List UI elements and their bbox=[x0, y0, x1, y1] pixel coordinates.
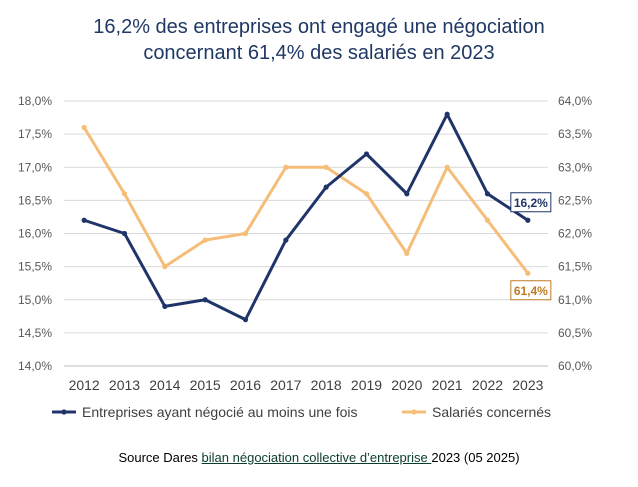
data-point bbox=[444, 164, 450, 170]
y-left-tick-label: 16,0% bbox=[18, 227, 52, 241]
chart-title: 16,2% des entreprises ont engagé une nég… bbox=[0, 14, 638, 66]
data-point bbox=[81, 124, 87, 131]
data-point bbox=[404, 191, 410, 197]
data-label: 16,2% bbox=[514, 196, 548, 210]
data-point bbox=[323, 184, 329, 190]
x-tick-label: 2018 bbox=[311, 377, 342, 393]
data-point bbox=[444, 111, 450, 117]
data-point bbox=[363, 151, 370, 157]
data-point bbox=[283, 164, 289, 170]
y-right-tick-label: 61,5% bbox=[558, 260, 592, 274]
x-tick-label: 2015 bbox=[190, 377, 221, 393]
y-left-tick-label: 15,5% bbox=[18, 260, 52, 274]
y-right-tick-label: 61,0% bbox=[558, 293, 592, 307]
x-tick-label: 2020 bbox=[391, 377, 422, 393]
y-right-tick-label: 63,0% bbox=[558, 160, 592, 174]
x-tick-label: 2019 bbox=[351, 377, 382, 393]
y-left-tick-label: 17,5% bbox=[18, 127, 52, 141]
x-tick-label: 2022 bbox=[472, 377, 503, 393]
chart-title-line-1: 16,2% des entreprises ont engagé une nég… bbox=[93, 16, 545, 38]
y-left-tick-label: 14,0% bbox=[18, 359, 52, 373]
y-left-tick-label: 17,0% bbox=[18, 160, 52, 174]
data-label: 61,4% bbox=[514, 284, 548, 298]
data-point bbox=[121, 230, 128, 237]
chart-title-line-2: concernant 61,4% des salariés en 2023 bbox=[143, 42, 495, 64]
source-note: Source Dares bilan négociation collectiv… bbox=[0, 450, 638, 465]
legend-marker bbox=[61, 409, 67, 415]
source-suffix: 2023 (05 2025) bbox=[431, 450, 520, 465]
y-right-tick-label: 62,5% bbox=[558, 193, 592, 207]
legend-marker bbox=[411, 409, 417, 415]
data-point bbox=[162, 264, 168, 270]
source-prefix: Source Dares bbox=[118, 450, 202, 465]
line-chart: 18,0% 64,0% 17,5% 63,5% 17,0% 63,0% 16,5% 62,5%… bbox=[18, 94, 592, 420]
data-label-box bbox=[510, 192, 552, 213]
y-left-tick-label: 14,5% bbox=[18, 326, 52, 340]
y-left-tick-label: 16,5% bbox=[18, 193, 52, 207]
x-tick-label: 2017 bbox=[270, 377, 301, 393]
data-point bbox=[202, 237, 208, 243]
x-tick-label: 2021 bbox=[432, 377, 463, 393]
y-left-tick-label: 18,0% bbox=[18, 94, 52, 108]
data-point bbox=[484, 191, 491, 197]
data-point bbox=[323, 164, 329, 170]
data-point bbox=[242, 230, 249, 237]
x-tick-label: 2023 bbox=[512, 377, 543, 393]
y-right-tick-label: 60,5% bbox=[558, 326, 592, 340]
series-line bbox=[83, 112, 529, 322]
data-point bbox=[121, 191, 128, 197]
data-point bbox=[81, 217, 87, 223]
x-tick-label: 2013 bbox=[109, 377, 140, 393]
data-point bbox=[162, 303, 168, 309]
legend-label: Entreprises ayant négocié au moins une f… bbox=[82, 404, 358, 420]
legend-label: Salariés concernés bbox=[432, 404, 551, 420]
data-point bbox=[484, 217, 491, 223]
source-link[interactable]: bilan négociation collective d’entrepris… bbox=[201, 450, 432, 465]
y-right-tick-label: 63,5% bbox=[558, 127, 592, 141]
y-right-tick-label: 64,0% bbox=[558, 94, 592, 108]
y-left-tick-label: 15,0% bbox=[18, 293, 52, 307]
y-right-tick-label: 60,0% bbox=[558, 359, 592, 373]
data-point bbox=[242, 317, 249, 323]
data-point bbox=[202, 297, 208, 303]
data-label-box bbox=[510, 280, 552, 301]
data-point bbox=[363, 191, 370, 197]
data-point bbox=[525, 217, 531, 223]
x-tick-label: 2014 bbox=[149, 377, 180, 393]
series-line bbox=[82, 126, 530, 275]
x-tick-label: 2016 bbox=[230, 377, 261, 393]
data-point bbox=[283, 237, 289, 243]
x-tick-label: 2012 bbox=[69, 377, 100, 393]
data-point bbox=[404, 250, 410, 256]
y-right-tick-label: 62,0% bbox=[558, 227, 592, 241]
data-point bbox=[525, 270, 531, 276]
